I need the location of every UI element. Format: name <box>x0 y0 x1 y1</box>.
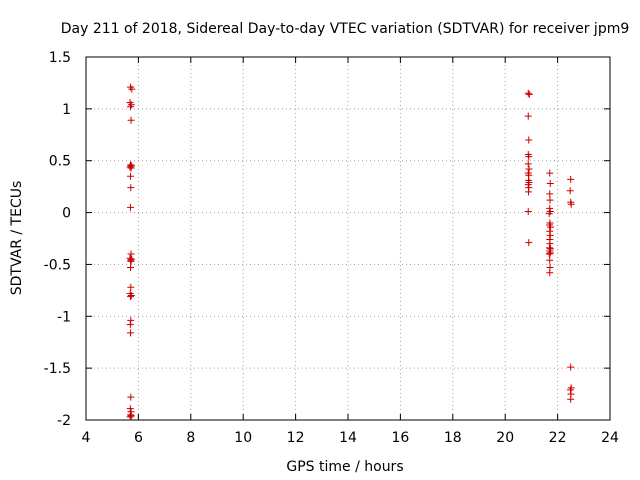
data-point <box>127 164 135 172</box>
data-point <box>545 210 553 218</box>
x-tick-label: 8 <box>186 430 195 446</box>
y-tick-label: -0.5 <box>44 257 71 273</box>
data-point <box>127 393 135 401</box>
y-tick-label: -1.5 <box>44 361 71 377</box>
y-axis-label: SDTVAR / TECUs <box>9 181 25 296</box>
y-tick-label: 0 <box>62 206 71 222</box>
data-point <box>567 363 575 371</box>
x-tick-label: 10 <box>234 430 252 446</box>
data-point <box>524 112 532 120</box>
y-tick-label: 1 <box>62 102 71 118</box>
data-point <box>566 187 574 195</box>
data-point <box>547 223 555 231</box>
data-point <box>546 231 554 239</box>
data-point <box>127 103 135 111</box>
data-point <box>128 85 136 93</box>
data-point <box>524 89 532 97</box>
data-point <box>567 200 575 208</box>
data-point <box>127 264 135 272</box>
data-point <box>567 175 575 183</box>
data-point <box>126 321 134 329</box>
chart-title: Day 211 of 2018, Sidereal Day-to-day VTE… <box>61 21 630 37</box>
data-point <box>525 90 533 98</box>
y-tick-label: -1 <box>57 309 71 325</box>
data-point <box>127 250 135 258</box>
data-point <box>127 172 135 180</box>
data-point <box>546 240 554 248</box>
grid <box>86 57 610 420</box>
y-tick-label: -2 <box>57 413 71 429</box>
x-tick-label: 22 <box>549 430 567 446</box>
data-point <box>546 227 554 235</box>
data-point <box>546 249 554 257</box>
x-tick-label: 24 <box>601 430 619 446</box>
data-point <box>127 412 135 420</box>
data-point <box>546 256 554 264</box>
data-point <box>545 250 553 258</box>
x-tick-label: 6 <box>134 430 143 446</box>
x-tick-label: 18 <box>444 430 462 446</box>
data-point <box>127 293 135 301</box>
data-point <box>127 257 135 265</box>
data-point <box>524 160 532 168</box>
x-axis-label: GPS time / hours <box>286 459 403 475</box>
y-tick-label: 1.5 <box>49 50 71 66</box>
y-tick-label: 0.5 <box>49 154 71 170</box>
data-point <box>525 153 533 161</box>
data-point <box>127 292 135 300</box>
data-point <box>127 116 135 124</box>
data-point <box>126 413 134 421</box>
data-point <box>546 269 554 277</box>
data-point <box>546 204 554 212</box>
x-tick-label: 20 <box>496 430 514 446</box>
x-tick-label: 14 <box>339 430 357 446</box>
data-point <box>524 181 532 189</box>
x-tick-label: 12 <box>287 430 305 446</box>
data-point <box>127 316 135 324</box>
data-point <box>127 283 135 291</box>
data-point <box>127 329 135 337</box>
data-point <box>525 136 533 144</box>
data-point <box>127 256 135 264</box>
data-point <box>126 163 134 171</box>
data-point <box>546 169 554 177</box>
x-tick-label: 16 <box>391 430 409 446</box>
axis-ticks: 4 6 8 10 12 14 16 18 20 22 24 -2 -1.5 -1 -0.5 0 0.5 1 1.5 <box>44 50 619 446</box>
data-point <box>546 196 554 204</box>
data-point <box>546 180 554 188</box>
data-point <box>567 395 575 403</box>
x-tick-label: 4 <box>82 430 91 446</box>
data-point <box>127 184 135 192</box>
data-point <box>525 165 533 173</box>
data-point <box>525 239 533 247</box>
data-point <box>524 208 532 216</box>
data-points <box>126 83 575 421</box>
data-point <box>566 386 574 394</box>
data-point <box>525 188 533 196</box>
data-point <box>546 190 554 198</box>
data-point <box>126 405 134 413</box>
data-point <box>127 203 135 211</box>
